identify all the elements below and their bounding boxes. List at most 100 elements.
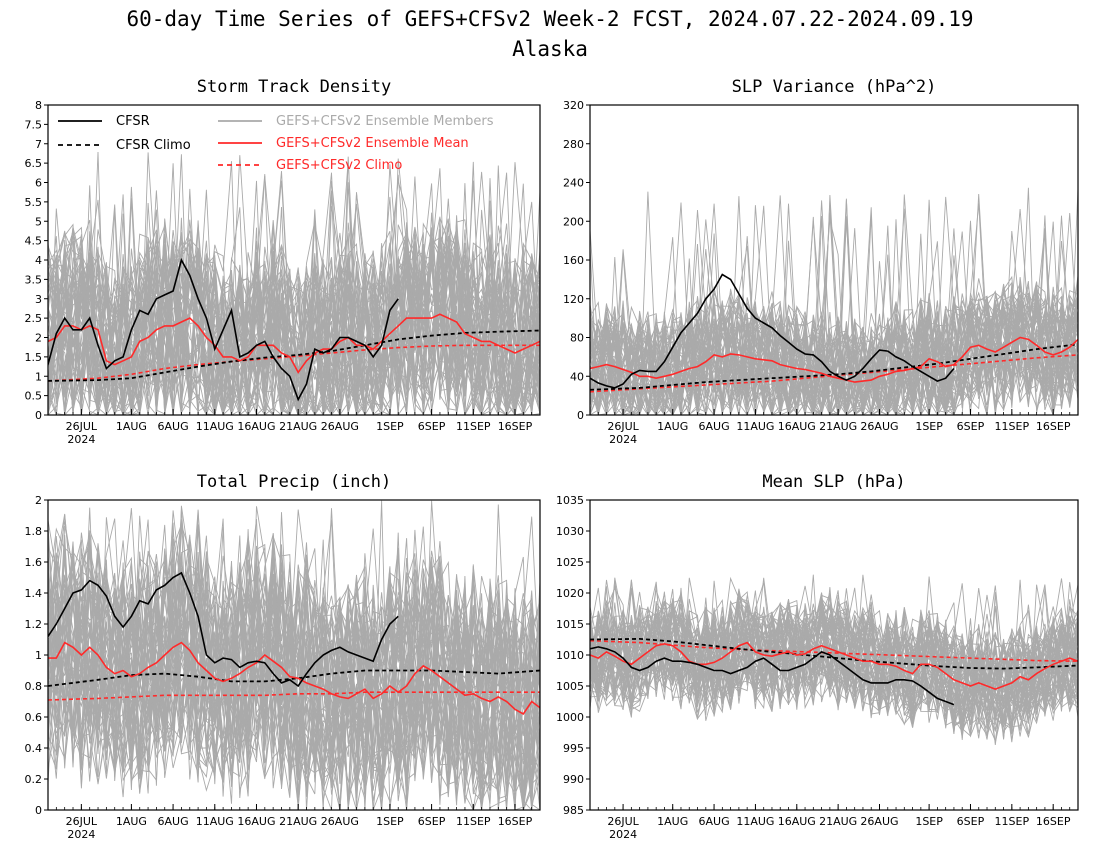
ensemble-member-line <box>48 174 540 415</box>
total-precip-cfsr-line <box>48 571 399 688</box>
x-tick-label: 6SEP <box>418 420 446 433</box>
y-tick-label: 3 <box>35 293 42 306</box>
x-year-label: 2024 <box>609 433 637 446</box>
y-tick-label: 1020 <box>556 587 584 600</box>
y-tick-label: 0.6 <box>25 711 43 724</box>
y-tick-label: 5 <box>35 215 42 228</box>
y-tick-label: 80 <box>570 332 584 345</box>
ensemble-member-line <box>48 535 540 810</box>
x-tick-label: 11AUG <box>196 420 234 433</box>
y-tick-label: 0 <box>577 409 584 422</box>
y-tick-label: 985 <box>563 804 584 817</box>
x-year-label: 2024 <box>67 828 95 841</box>
mean-slp-gefs-climo-line <box>590 639 1078 662</box>
y-tick-label: 1015 <box>556 618 584 631</box>
y-tick-label: 0 <box>35 409 42 422</box>
panel-total-precip: Total Precip (inch) 0 0.2 0.4 0.6 0.8 1 1.2 1.4 1… <box>25 472 541 841</box>
x-tick-label: 26AUG <box>860 815 898 828</box>
slp-variance-ensemble-mean-line <box>590 336 1078 383</box>
ensemble-member-line <box>590 601 1078 741</box>
panel-mean-slp: Mean SLP (hPa) 985 990 995 1000 1005 1010 1015 1… <box>556 472 1079 841</box>
x-tick-label: 11AUG <box>196 815 234 828</box>
y-tick-label: 240 <box>563 177 584 190</box>
ensemble-member-line <box>48 230 540 415</box>
y-tick-label: 1 <box>35 649 42 662</box>
mean-slp-title: Mean SLP (hPa) <box>762 472 905 492</box>
y-tick-label: 40 <box>570 370 584 383</box>
x-tick-label: 16AUG <box>778 815 816 828</box>
y-tick-label: 1.2 <box>25 618 43 631</box>
total-precip-ensemble-mean-line <box>48 641 540 715</box>
legend-label-cfsr-climo: CFSR Climo <box>116 138 191 153</box>
ensemble-member-line <box>590 194 1078 415</box>
ensemble-member-line <box>48 518 540 810</box>
ensemble-member-line <box>590 233 1078 415</box>
total-precip-ensemble-members <box>48 500 540 810</box>
y-tick-label: 0.5 <box>25 390 43 403</box>
y-tick-label: 6 <box>35 177 42 190</box>
x-tick-label: 16AUG <box>778 420 816 433</box>
legend-label-gefs-climo: GEFS+CFSv2 Climo <box>276 158 402 173</box>
x-tick-label: 26AUG <box>860 420 898 433</box>
x-tick-label: 11SEP <box>456 420 491 433</box>
slp-variance-cfsr-line <box>590 273 955 389</box>
ensemble-member-line <box>590 584 1078 728</box>
x-tick-label: 1SEP <box>376 815 404 828</box>
storm-track-density-title: Storm Track Density <box>197 77 391 97</box>
y-tick-label: 0 <box>35 804 42 817</box>
x-tick-label: 1SEP <box>376 420 404 433</box>
y-tick-label: 2.5 <box>25 312 43 325</box>
legend: CFSR CFSR Climo GEFS+CFSv2 Ensemble Member… <box>58 114 494 173</box>
panel-slp-variance: SLP Variance (hPa^2) 0 40 80 120 160 200 240 280… <box>563 77 1079 446</box>
y-tick-label: 160 <box>563 254 584 267</box>
slp-variance-ensemble-members <box>590 187 1078 415</box>
panel-storm-track-density: Storm Track Density 0 0.5 1 1.5 2 2.5 3 3.5 4 4.5 5… <box>25 77 541 446</box>
y-tick-label: 1005 <box>556 680 584 693</box>
x-tick-label: 6AUG <box>699 420 730 433</box>
y-tick-label: 990 <box>563 773 584 786</box>
slp-variance-title: SLP Variance (hPa^2) <box>732 77 937 97</box>
y-tick-label: 4 <box>35 254 42 267</box>
x-tick-label: 1AUG <box>657 815 688 828</box>
x-tick-label: 16SEP <box>1036 420 1071 433</box>
x-tick-label: 1AUG <box>116 815 147 828</box>
x-tick-label: 11SEP <box>995 815 1030 828</box>
x-year-label: 2024 <box>609 828 637 841</box>
y-tick-label: 320 <box>563 99 584 112</box>
x-tick-label: 6SEP <box>957 420 985 433</box>
ensemble-member-line <box>590 589 1078 717</box>
legend-label-ens-mean: GEFS+CFSv2 Ensemble Mean <box>276 136 469 151</box>
y-tick-label: 2 <box>35 494 42 507</box>
y-tick-label: 0.8 <box>25 680 43 693</box>
x-tick-label: 16AUG <box>237 420 275 433</box>
ensemble-member-line <box>48 524 540 810</box>
y-tick-label: 995 <box>563 742 584 755</box>
legend-label-cfsr: CFSR <box>116 114 150 129</box>
ensemble-member-line <box>48 527 540 810</box>
x-tick-label: 21AUG <box>279 815 317 828</box>
x-tick-label: 16SEP <box>498 420 533 433</box>
x-tick-label: 1AUG <box>657 420 688 433</box>
slp-variance-cfsr-climo-line <box>590 343 1078 391</box>
panels: Storm Track Density 0 0.5 1 1.5 2 2.5 3 3.5 4 4.5 5… <box>25 77 1079 841</box>
storm-track-density-cfsr-line <box>48 257 399 402</box>
x-tick-label: 26JUL <box>607 815 639 828</box>
x-tick-label: 1SEP <box>915 815 943 828</box>
ensemble-member-line <box>48 201 540 415</box>
y-tick-label: 1030 <box>556 525 584 538</box>
mean-slp-cfsr-line <box>590 646 955 706</box>
x-tick-label: 6SEP <box>957 815 985 828</box>
mean-slp-ensemble-members <box>590 574 1078 746</box>
legend-label-members: GEFS+CFSv2 Ensemble Members <box>276 114 494 129</box>
y-tick-label: 280 <box>563 138 584 151</box>
x-tick-label: 26JUL <box>66 420 98 433</box>
y-tick-label: 7 <box>35 138 42 151</box>
storm-track-density-ensemble-mean-line <box>48 313 540 374</box>
y-tick-label: 0.4 <box>25 742 43 755</box>
y-tick-label: 7.5 <box>25 118 43 131</box>
x-tick-label: 16SEP <box>498 815 533 828</box>
ensemble-member-line <box>590 219 1078 415</box>
ensemble-member-line <box>590 187 1078 415</box>
figure-title: 60-day Time Series of GEFS+CFSv2 Week-2 … <box>126 7 973 31</box>
